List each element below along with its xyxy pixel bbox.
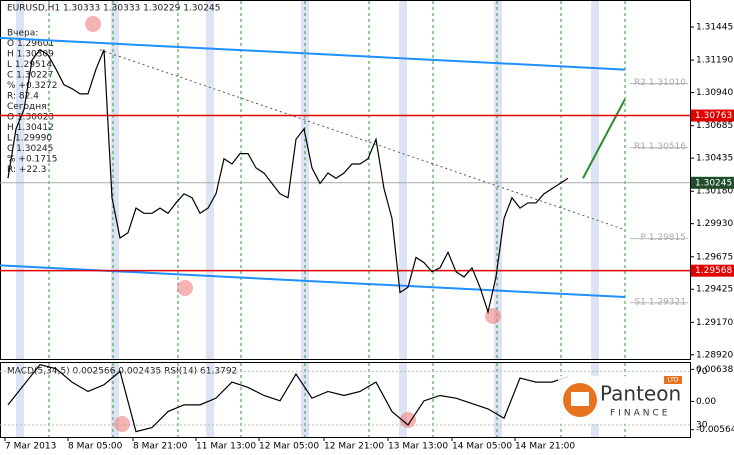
info-line: O 1.30023	[7, 113, 54, 123]
level-label: 1.30763	[695, 111, 732, 121]
info-line: % +0.1715	[7, 155, 57, 165]
y-tick-label: 1.29675	[696, 252, 733, 262]
session-band	[494, 1, 502, 359]
highlight	[485, 308, 501, 324]
logo-sub: FINANCE	[610, 409, 670, 419]
y-tick-label: 1.30685	[696, 121, 733, 131]
price-line	[7, 364, 569, 433]
highlight	[177, 280, 193, 296]
current-price-label: 1.30245	[695, 178, 732, 188]
price-line	[7, 48, 569, 315]
x-tick-label: 8 Mar 21:00	[133, 442, 188, 452]
x-tick-label: 8 Mar 05:00	[68, 442, 123, 452]
info-line: R: +22.3	[7, 165, 46, 175]
logo-tag-bg	[664, 376, 682, 384]
info-line: L 1.29514	[7, 60, 52, 70]
y2-tick-label: -0.00564	[696, 425, 734, 435]
info-line: Сегодня:	[7, 102, 50, 112]
info-line: O 1.29601	[7, 39, 54, 49]
sub-frame	[0, 362, 691, 438]
y-tick-label: 1.30180	[696, 187, 733, 197]
y-tick-label: 70	[696, 367, 708, 377]
sub-title: MACD(5,34,5) 0.002566 0.002435 RSI(14) 6…	[7, 367, 237, 377]
x-tick-label: 7 Mar 2013	[5, 442, 56, 452]
session-band	[591, 1, 599, 359]
y2-tick-label: 0.00	[696, 397, 716, 407]
y-tick-label: 1.30940	[696, 88, 733, 98]
session-band	[399, 363, 407, 437]
logo-tag: LTD	[668, 377, 679, 384]
session-band	[494, 363, 502, 437]
info-line: C 1.30227	[7, 71, 53, 81]
info-line: L 1.29990	[7, 134, 52, 144]
chart-title: EURUSD,H1 1.30333 1.30333 1.30229 1.3024…	[7, 4, 220, 14]
pivot-label: R2 1.31010	[634, 78, 686, 88]
info-line: R: 82.4	[7, 92, 39, 102]
highlight	[85, 16, 101, 32]
x-tick-label: 14 Mar 05:00	[452, 442, 512, 452]
level-box	[691, 264, 734, 277]
y-tick-label: 1.29930	[696, 219, 733, 229]
session-band	[16, 363, 24, 437]
highlight	[400, 412, 416, 428]
x-tick-label: 13 Mar 13:00	[388, 442, 448, 452]
info-line: H 1.30309	[7, 50, 54, 60]
y-tick-label: 1.29425	[696, 285, 733, 295]
info-line: C 1.30245	[7, 144, 53, 154]
y-tick-label: 1.28920	[696, 350, 733, 360]
trend-line	[0, 36, 626, 71]
x-tick-label: 11 Mar 13:00	[196, 442, 256, 452]
session-band	[399, 1, 407, 359]
level-box	[691, 109, 734, 122]
level-label: 1.29568	[695, 266, 732, 276]
y-tick-label: 1.30435	[696, 154, 733, 164]
pivot-label: P 1.29815	[640, 233, 686, 243]
info-line: H 1.30412	[7, 123, 54, 133]
current-price-box	[691, 176, 734, 189]
pivot-label: S1 1.29321	[634, 297, 686, 307]
main-frame	[0, 0, 691, 360]
x-tick-label: 14 Mar 21:00	[515, 442, 575, 452]
logo-icon	[571, 392, 589, 406]
logo-name: Panteon	[600, 382, 681, 406]
x-tick-label: 12 Mar 21:00	[324, 442, 384, 452]
session-band	[206, 1, 214, 359]
y2-tick-label: 0.006388	[696, 365, 734, 375]
highlight	[114, 416, 130, 432]
info-line: % +0.3272	[7, 81, 57, 91]
y-tick-label: 1.31445	[696, 23, 733, 33]
pivot-label: R1 1.30516	[634, 142, 686, 152]
x-tick-label: 12 Mar 05:00	[259, 442, 319, 452]
session-band	[111, 363, 119, 437]
info-line: Вчера:	[7, 29, 38, 39]
y-tick-label: 1.31190	[696, 56, 733, 66]
session-band	[16, 1, 24, 359]
trend-line	[582, 98, 626, 179]
session-band	[301, 1, 309, 359]
y-tick-label: 30	[696, 420, 708, 430]
y-tick-label: 1.29170	[696, 318, 733, 328]
session-band	[206, 363, 214, 437]
logo: Panteon FINANCE LTD	[558, 376, 682, 424]
session-band	[111, 1, 119, 359]
